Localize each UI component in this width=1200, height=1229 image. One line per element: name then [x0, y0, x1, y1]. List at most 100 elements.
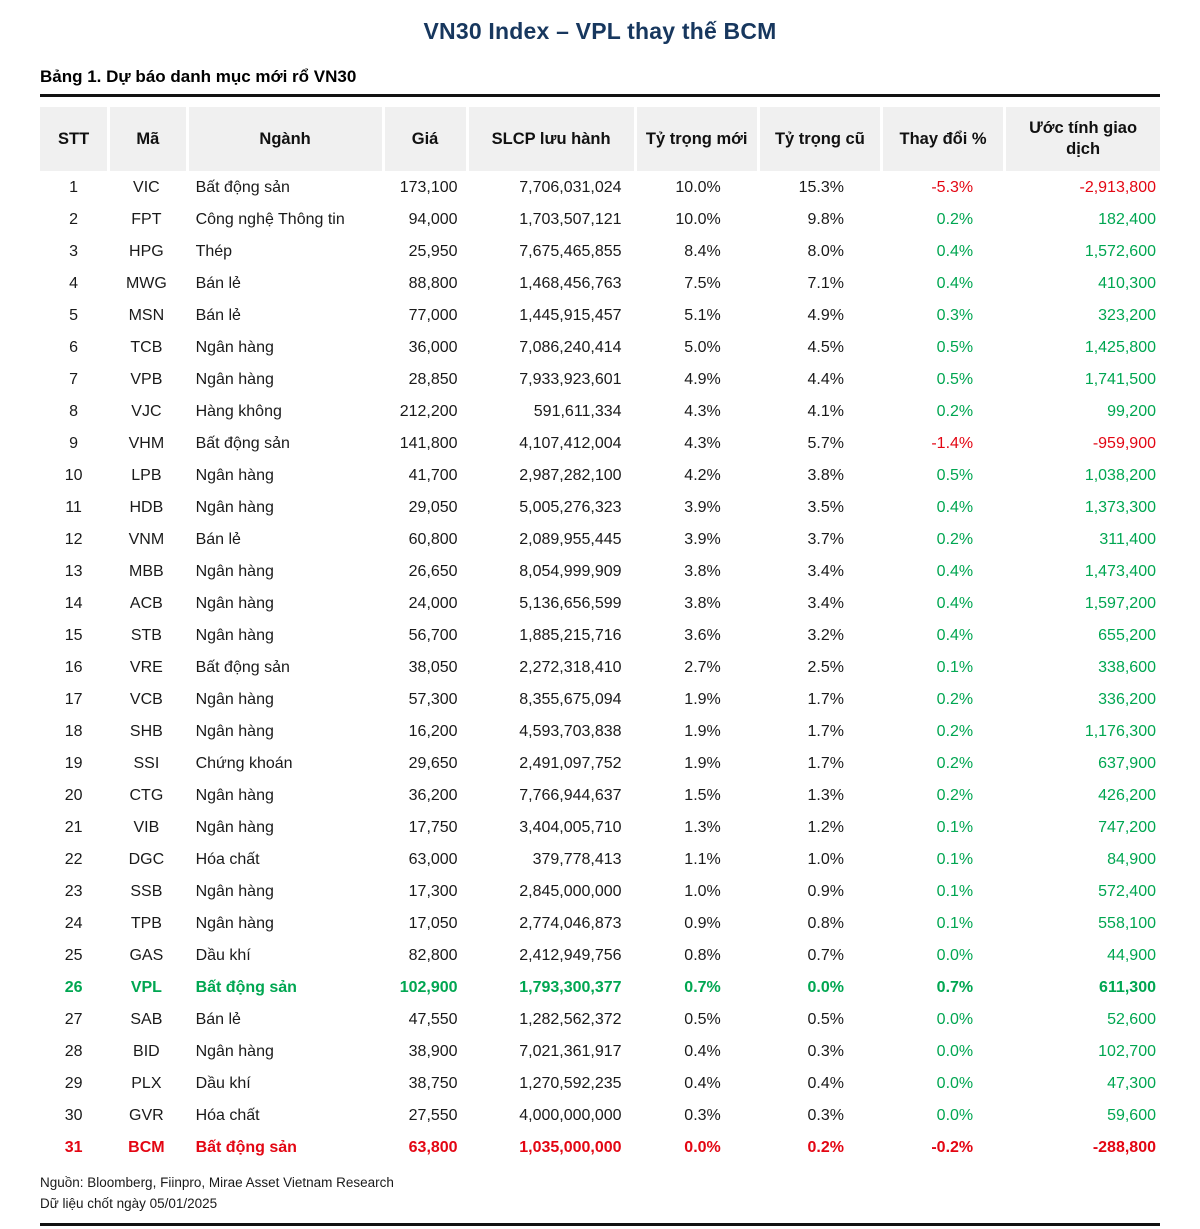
cell-stt: 3 [69, 242, 79, 260]
header-shares: SLCP lưu hành [465, 107, 634, 171]
table-row: 14 ACB Ngân hàng 24,000 5,136,656,599 3.8% 3.4… [40, 587, 1160, 619]
cell-price: 63,800 [408, 1138, 458, 1156]
cell-change-pct: 0.1% [936, 914, 974, 932]
cell-sector: Bán lẻ [195, 274, 241, 292]
cell-sector: Ngân hàng [195, 914, 274, 932]
cell-stt: 10 [64, 466, 83, 484]
cell-sector: Bất động sản [195, 978, 297, 996]
cell-price: 29,050 [408, 498, 458, 516]
table-row: 15 STB Ngân hàng 56,700 1,885,215,716 3.6% 3.2… [40, 619, 1160, 651]
table-row: 17 VCB Ngân hàng 57,300 8,355,675,094 1.9% 1.7… [40, 683, 1160, 715]
cell-sector: Ngân hàng [195, 690, 274, 708]
cell-ticker: LPB [131, 466, 162, 484]
cell-sector: Ngân hàng [195, 562, 274, 580]
table-row: 8 VJC Hàng không 212,200 591,611,334 4.3% 4.1%… [40, 395, 1160, 427]
cell-estimated-trade: 99,200 [1107, 402, 1156, 420]
cell-shares-outstanding: 5,136,656,599 [519, 594, 622, 612]
cell-price: 16,200 [408, 722, 458, 740]
cell-new-weight: 1.9% [684, 722, 721, 740]
cell-ticker: VCB [129, 690, 163, 708]
cell-sector: Ngân hàng [195, 466, 274, 484]
cell-change-pct: 0.4% [936, 242, 974, 260]
cell-old-weight: 1.7% [807, 754, 844, 772]
cell-new-weight: 4.2% [684, 466, 721, 484]
cell-shares-outstanding: 8,054,999,909 [519, 562, 622, 580]
cell-price: 41,700 [408, 466, 458, 484]
cell-estimated-trade: 558,100 [1098, 914, 1156, 932]
cell-old-weight: 0.4% [807, 1074, 844, 1092]
cell-new-weight: 10.0% [675, 210, 721, 228]
cell-price: 36,200 [408, 786, 458, 804]
cell-change-pct: 0.0% [936, 1010, 974, 1028]
table-row: 11 HDB Ngân hàng 29,050 5,005,276,323 3.9% 3.5… [40, 491, 1160, 523]
cell-estimated-trade: 611,300 [1099, 978, 1156, 996]
cell-new-weight: 1.5% [684, 786, 721, 804]
cell-ticker: SHB [129, 722, 163, 740]
cell-change-pct: 0.2% [936, 786, 974, 804]
cell-estimated-trade: 182,400 [1098, 210, 1156, 228]
cell-shares-outstanding: 2,987,282,100 [519, 466, 622, 484]
cell-shares-outstanding: 2,774,046,873 [519, 914, 622, 932]
cell-sector: Dầu khí [195, 946, 251, 964]
cell-new-weight: 0.4% [684, 1074, 721, 1092]
header-change-pct: Thay đổi % [879, 107, 1004, 171]
cell-price: 60,800 [408, 530, 458, 548]
cell-shares-outstanding: 4,593,703,838 [519, 722, 622, 740]
cell-shares-outstanding: 3,404,005,710 [519, 818, 622, 836]
cell-price: 26,650 [408, 562, 458, 580]
cell-new-weight: 1.9% [684, 754, 721, 772]
cell-ticker: BID [133, 1042, 160, 1060]
cell-estimated-trade: 655,200 [1098, 626, 1156, 644]
cell-estimated-trade: 1,176,300 [1084, 722, 1156, 740]
cell-stt: 7 [69, 370, 79, 388]
table-row: 27 SAB Bán lẻ 47,550 1,282,562,372 0.5% 0.5% 0.… [40, 1003, 1160, 1035]
cell-sector: Bất động sản [195, 178, 290, 196]
cell-estimated-trade: 1,473,400 [1084, 562, 1156, 580]
cell-new-weight: 1.3% [684, 818, 721, 836]
cell-stt: 9 [69, 434, 79, 452]
cell-price: 56,700 [408, 626, 458, 644]
cell-change-pct: 0.5% [936, 466, 974, 484]
page-title: VN30 Index – VPL thay thế BCM [423, 18, 777, 44]
header-ticker: Mã [107, 107, 186, 171]
cell-shares-outstanding: 7,086,240,414 [519, 338, 622, 356]
table-row: 2 FPT Công nghệ Thông tin 94,000 1,703,507,1… [40, 203, 1160, 235]
cell-stt: 27 [64, 1010, 83, 1028]
cell-estimated-trade: 311,400 [1099, 530, 1156, 548]
cell-shares-outstanding: 1,282,562,372 [519, 1010, 622, 1028]
cell-sector: Bất động sản [195, 658, 290, 676]
cell-shares-outstanding: 4,107,412,004 [519, 434, 622, 452]
cell-stt: 30 [64, 1106, 83, 1124]
cell-shares-outstanding: 2,272,318,410 [519, 658, 622, 676]
cell-old-weight: 0.7% [807, 946, 844, 964]
cell-price: 141,800 [399, 434, 458, 452]
cell-stt: 4 [69, 274, 79, 292]
table-row: 24 TPB Ngân hàng 17,050 2,774,046,873 0.9% 0.8… [40, 907, 1160, 939]
cell-sector: Ngân hàng [195, 498, 274, 516]
table-row: 5 MSN Bán lẻ 77,000 1,445,915,457 5.1% 4.9% 0.3… [40, 299, 1160, 331]
cell-change-pct: 0.2% [936, 690, 974, 708]
cell-estimated-trade: 410,300 [1098, 274, 1156, 292]
cell-stt: 17 [64, 690, 83, 708]
cell-sector: Thép [195, 242, 233, 260]
cell-change-pct: 0.1% [936, 658, 974, 676]
cell-estimated-trade: 84,900 [1107, 850, 1156, 868]
cell-ticker: MSN [128, 306, 165, 324]
cell-price: 17,300 [408, 882, 458, 900]
cell-old-weight: 4.9% [807, 306, 844, 324]
table-row: 25 GAS Dầu khí 82,800 2,412,949,756 0.8% 0.7% 0… [40, 939, 1160, 971]
table-header: STT Mã Ngành Giá SLCP lưu hành Tỷ trọng … [40, 107, 1160, 171]
cell-ticker: VPL [130, 978, 162, 996]
cell-old-weight: 9.8% [807, 210, 844, 228]
cell-shares-outstanding: 7,021,361,917 [519, 1042, 622, 1060]
table-row: 3 HPG Thép 25,950 7,675,465,855 8.4% 8.0% 0.4% 1… [40, 235, 1160, 267]
vn30-forecast-table: STT Mã Ngành Giá SLCP lưu hành Tỷ trọng … [40, 107, 1160, 1163]
cell-shares-outstanding: 1,703,507,121 [519, 210, 622, 228]
cell-stt: 19 [64, 754, 83, 772]
cell-old-weight: 3.2% [807, 626, 844, 644]
table-caption: Bảng 1. Dự báo danh mục mới rổ VN30 [40, 67, 1160, 97]
footer: Nguồn: Bloomberg, Fiinpro, Mirae Asset V… [40, 1173, 1160, 1215]
cell-stt: 26 [64, 978, 83, 996]
cell-estimated-trade: 59,600 [1107, 1106, 1156, 1124]
cell-stt: 12 [64, 530, 83, 548]
